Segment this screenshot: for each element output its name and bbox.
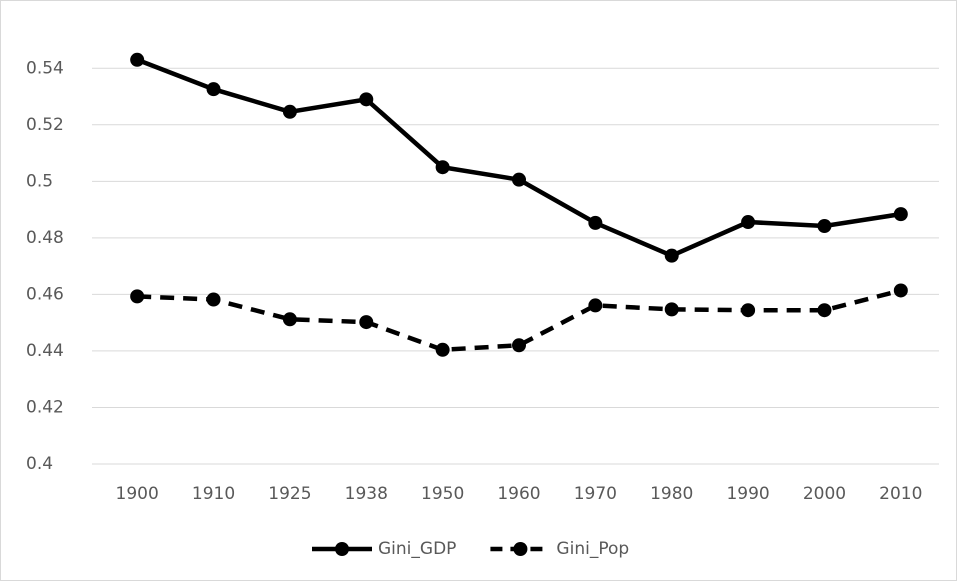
data-point xyxy=(435,342,450,357)
data-point xyxy=(282,312,297,327)
y-tick-label: 0.44 xyxy=(26,341,64,361)
y-tick-label: 0.5 xyxy=(26,171,53,191)
data-point xyxy=(664,248,679,263)
legend-marker xyxy=(335,542,349,556)
data-point xyxy=(206,292,221,307)
data-point xyxy=(817,303,832,318)
data-point xyxy=(359,315,374,330)
data-point xyxy=(741,215,756,230)
data-point xyxy=(282,104,297,119)
data-point xyxy=(512,172,526,187)
y-tick-label: 0.52 xyxy=(26,115,64,135)
data-point xyxy=(817,218,832,233)
x-tick-label: 1970 xyxy=(574,484,617,504)
data-point xyxy=(588,298,603,313)
y-tick-label: 0.42 xyxy=(26,397,64,417)
y-tick-label: 0.4 xyxy=(26,454,53,474)
data-point xyxy=(130,289,145,304)
x-tick-label: 1938 xyxy=(345,484,388,504)
y-tick-label: 0.46 xyxy=(26,284,64,304)
data-point xyxy=(206,82,221,97)
x-tick-label: 1925 xyxy=(268,484,311,504)
x-tick-label: 1900 xyxy=(116,484,159,504)
x-tick-label: 1980 xyxy=(650,484,693,504)
x-tick-label: 1910 xyxy=(192,484,235,504)
legend-marker xyxy=(513,542,528,556)
x-tick-label: 1960 xyxy=(497,484,540,504)
data-point xyxy=(130,52,145,67)
series-line xyxy=(137,288,902,353)
data-point xyxy=(893,283,908,298)
data-point xyxy=(588,215,603,230)
y-tick-label: 0.54 xyxy=(26,58,64,78)
x-tick-label: 2000 xyxy=(803,484,846,504)
data-point xyxy=(359,92,374,107)
data-point xyxy=(741,303,756,318)
y-tick-label: 0.48 xyxy=(26,228,64,248)
data-point xyxy=(664,302,679,317)
x-tick-label: 2010 xyxy=(879,484,922,504)
x-tick-label: 1990 xyxy=(726,484,769,504)
data-point xyxy=(435,160,450,175)
legend-label: Gini_GDP xyxy=(378,539,456,559)
x-tick-label: 1950 xyxy=(421,484,464,504)
data-point xyxy=(512,338,526,353)
legend-label: Gini_Pop xyxy=(556,539,629,559)
data-point xyxy=(893,207,908,222)
